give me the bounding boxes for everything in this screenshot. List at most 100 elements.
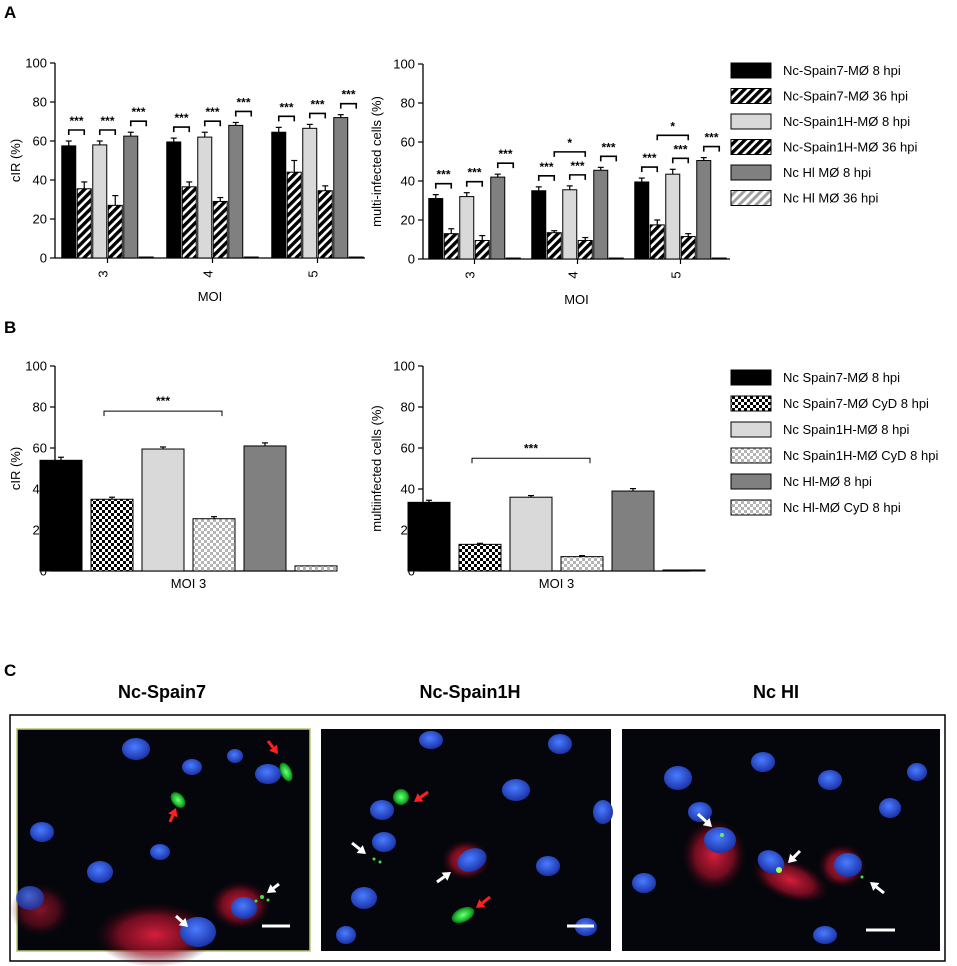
arrow-shaft [168,814,175,823]
y-axis-title: cIR (%) [8,139,23,182]
bar [546,232,562,260]
significance-label: * [567,136,572,150]
legend-swatch [730,190,772,206]
legend-label: Nc Hl MØ 8 hpi [783,165,871,180]
bar [711,257,727,260]
bar [407,501,451,572]
bar [608,257,624,260]
bar [141,448,185,572]
micrograph-frame [9,714,946,962]
bar [509,496,553,572]
bar [560,556,604,572]
bar [459,196,475,260]
bar [243,445,287,572]
bar [228,124,244,259]
legend-swatch [730,139,772,155]
micrograph-spain7 [10,728,311,966]
significance-label: *** [704,131,718,145]
significance-bracket [67,129,86,135]
arrow-shaft [272,882,280,890]
panel-label-b: B [4,318,16,337]
y-tick-label: 80 [33,400,47,415]
arrow-shaft [436,875,446,884]
legend-swatch [730,421,772,438]
legend-swatch [730,88,772,104]
legend-swatch [730,369,772,386]
arrow-head [476,899,486,908]
significance-bracket [98,129,117,135]
significance-bracket [599,155,618,162]
x-tick-label: 4 [201,270,216,277]
significance-bracket [203,120,222,127]
significance-bracket [496,162,515,169]
y-tick-label: 20 [33,212,47,227]
significance-label: *** [174,111,188,125]
arrow-head [168,808,178,818]
significance-bracket [568,174,587,180]
arrow-head [269,744,278,754]
significance-bracket [553,151,587,157]
legend-label: Nc Hl-MØ CyD 8 hpi [783,500,901,515]
micrograph-title-spain1h: Nc-Spain1H [419,682,520,702]
significance-label: *** [236,95,250,109]
significance-label: *** [524,441,538,455]
panel-label-c: C [4,661,16,680]
chart-a-left: 0 20 40 60 80 100 cIR (%) 3 4 5 MOI *** *** *** *** ***… [8,56,365,304]
bar [593,169,609,260]
y-tick-label: 0 [40,251,47,266]
bar [243,256,259,259]
bar [92,144,108,259]
significance-bracket [465,180,484,187]
y-tick-label: 100 [25,56,47,71]
bar [39,459,83,572]
legend-swatch [730,395,772,412]
y-tick-label: 40 [33,173,47,188]
bar [317,190,333,259]
bar [531,190,547,260]
y-tick-label: 100 [25,359,47,374]
x-axis-title: MOI [198,289,223,304]
x-tick-label: 3 [96,270,111,277]
bar [458,543,502,572]
arrow-shaft [481,895,491,905]
x-tick-label: 4 [566,271,581,278]
y-tick-label: 60 [401,135,415,150]
arrow-shaft [696,812,708,823]
bar [562,189,578,260]
arrow-head [414,793,424,802]
legend-swatch [730,113,772,130]
bar [696,160,712,260]
significance-bracket [537,175,556,181]
legend-label: Nc-Spain7-MØ 36 hpi [783,89,908,104]
x-axis-title: MOI 3 [539,576,574,591]
bar [634,181,650,260]
y-axis-title: multiinfected cells (%) [369,405,384,531]
arrow-head [178,917,188,927]
significance-label: *** [100,114,114,128]
significance-bracket [671,157,690,164]
significance-label: *** [69,114,83,128]
bar [490,176,506,260]
significance-bracket [434,182,453,189]
x-axis-title: MOI [564,292,589,307]
legend-swatch [730,447,772,464]
bar [61,145,77,259]
y-tick-label: 100 [393,359,415,374]
bar [474,239,490,260]
legend-label: Nc Spain7-MØ 8 hpi [783,370,900,385]
y-tick-label: 80 [401,96,415,111]
micrograph-title-spain7: Nc-Spain7 [118,682,206,702]
bar [428,198,444,260]
bar [505,257,521,260]
bar [443,233,459,260]
x-tick-label: 3 [463,271,478,278]
arrow-shaft [792,849,802,859]
legend-a: Nc-Spain7-MØ 8 hpi Nc-Spain7-MØ 36 hpi Nc-… [730,62,917,206]
arrow-shaft [875,885,885,895]
legend-label: Nc Spain7-MØ CyD 8 hpi [783,396,929,411]
significance-bracket [234,110,253,117]
y-tick-label: 0 [408,252,415,267]
significance-bracket [103,410,223,417]
